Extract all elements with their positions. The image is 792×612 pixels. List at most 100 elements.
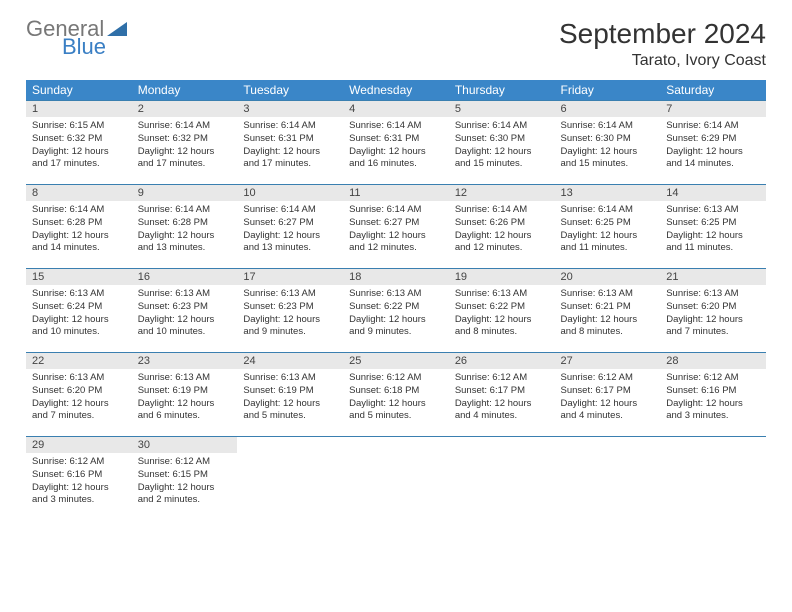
day-details: Sunrise: 6:14 AMSunset: 6:31 PMDaylight:… bbox=[343, 117, 449, 175]
calendar-row: 15Sunrise: 6:13 AMSunset: 6:24 PMDayligh… bbox=[26, 269, 766, 353]
day-cell: 26Sunrise: 6:12 AMSunset: 6:17 PMDayligh… bbox=[449, 353, 555, 437]
day-number: 19 bbox=[449, 269, 555, 285]
title-block: September 2024 Tarato, Ivory Coast bbox=[559, 18, 766, 70]
day-details: Sunrise: 6:13 AMSunset: 6:23 PMDaylight:… bbox=[132, 285, 238, 343]
day-details: Sunrise: 6:14 AMSunset: 6:26 PMDaylight:… bbox=[449, 201, 555, 259]
day-cell: 10Sunrise: 6:14 AMSunset: 6:27 PMDayligh… bbox=[237, 185, 343, 269]
day-cell: 30Sunrise: 6:12 AMSunset: 6:15 PMDayligh… bbox=[132, 437, 238, 521]
day-cell: 14Sunrise: 6:13 AMSunset: 6:25 PMDayligh… bbox=[660, 185, 766, 269]
day-details: Sunrise: 6:12 AMSunset: 6:17 PMDaylight:… bbox=[449, 369, 555, 427]
day-cell: 18Sunrise: 6:13 AMSunset: 6:22 PMDayligh… bbox=[343, 269, 449, 353]
day-number: 10 bbox=[237, 185, 343, 201]
empty-cell bbox=[237, 437, 343, 521]
day-details: Sunrise: 6:14 AMSunset: 6:28 PMDaylight:… bbox=[132, 201, 238, 259]
day-details: Sunrise: 6:13 AMSunset: 6:23 PMDaylight:… bbox=[237, 285, 343, 343]
day-cell: 5Sunrise: 6:14 AMSunset: 6:30 PMDaylight… bbox=[449, 101, 555, 185]
day-cell: 13Sunrise: 6:14 AMSunset: 6:25 PMDayligh… bbox=[555, 185, 661, 269]
weekday-header-row: Sunday Monday Tuesday Wednesday Thursday… bbox=[26, 80, 766, 101]
weekday-header: Sunday bbox=[26, 80, 132, 101]
day-cell: 19Sunrise: 6:13 AMSunset: 6:22 PMDayligh… bbox=[449, 269, 555, 353]
day-cell: 6Sunrise: 6:14 AMSunset: 6:30 PMDaylight… bbox=[555, 101, 661, 185]
day-number: 6 bbox=[555, 101, 661, 117]
day-number: 16 bbox=[132, 269, 238, 285]
day-number: 8 bbox=[26, 185, 132, 201]
empty-cell bbox=[555, 437, 661, 521]
day-number: 25 bbox=[343, 353, 449, 369]
day-number: 4 bbox=[343, 101, 449, 117]
day-cell: 17Sunrise: 6:13 AMSunset: 6:23 PMDayligh… bbox=[237, 269, 343, 353]
day-number: 27 bbox=[555, 353, 661, 369]
day-number: 29 bbox=[26, 437, 132, 453]
day-details: Sunrise: 6:14 AMSunset: 6:25 PMDaylight:… bbox=[555, 201, 661, 259]
day-number: 30 bbox=[132, 437, 238, 453]
day-details: Sunrise: 6:14 AMSunset: 6:27 PMDaylight:… bbox=[237, 201, 343, 259]
day-number: 26 bbox=[449, 353, 555, 369]
day-number: 3 bbox=[237, 101, 343, 117]
calendar-row: 1Sunrise: 6:15 AMSunset: 6:32 PMDaylight… bbox=[26, 101, 766, 185]
day-details: Sunrise: 6:13 AMSunset: 6:19 PMDaylight:… bbox=[132, 369, 238, 427]
day-number: 2 bbox=[132, 101, 238, 117]
day-number: 17 bbox=[237, 269, 343, 285]
day-cell: 11Sunrise: 6:14 AMSunset: 6:27 PMDayligh… bbox=[343, 185, 449, 269]
day-details: Sunrise: 6:12 AMSunset: 6:18 PMDaylight:… bbox=[343, 369, 449, 427]
day-cell: 24Sunrise: 6:13 AMSunset: 6:19 PMDayligh… bbox=[237, 353, 343, 437]
empty-cell bbox=[660, 437, 766, 521]
weekday-header: Friday bbox=[555, 80, 661, 101]
day-number: 18 bbox=[343, 269, 449, 285]
day-cell: 22Sunrise: 6:13 AMSunset: 6:20 PMDayligh… bbox=[26, 353, 132, 437]
day-cell: 2Sunrise: 6:14 AMSunset: 6:32 PMDaylight… bbox=[132, 101, 238, 185]
day-number: 22 bbox=[26, 353, 132, 369]
day-details: Sunrise: 6:15 AMSunset: 6:32 PMDaylight:… bbox=[26, 117, 132, 175]
day-details: Sunrise: 6:13 AMSunset: 6:25 PMDaylight:… bbox=[660, 201, 766, 259]
weekday-header: Wednesday bbox=[343, 80, 449, 101]
day-number: 14 bbox=[660, 185, 766, 201]
weekday-header: Monday bbox=[132, 80, 238, 101]
day-cell: 4Sunrise: 6:14 AMSunset: 6:31 PMDaylight… bbox=[343, 101, 449, 185]
day-number: 9 bbox=[132, 185, 238, 201]
weekday-header: Tuesday bbox=[237, 80, 343, 101]
day-details: Sunrise: 6:14 AMSunset: 6:29 PMDaylight:… bbox=[660, 117, 766, 175]
day-number: 28 bbox=[660, 353, 766, 369]
day-details: Sunrise: 6:12 AMSunset: 6:16 PMDaylight:… bbox=[26, 453, 132, 511]
day-number: 21 bbox=[660, 269, 766, 285]
day-details: Sunrise: 6:13 AMSunset: 6:21 PMDaylight:… bbox=[555, 285, 661, 343]
day-cell: 28Sunrise: 6:12 AMSunset: 6:16 PMDayligh… bbox=[660, 353, 766, 437]
brand-logo: General Blue bbox=[26, 18, 127, 58]
day-number: 23 bbox=[132, 353, 238, 369]
day-details: Sunrise: 6:14 AMSunset: 6:32 PMDaylight:… bbox=[132, 117, 238, 175]
day-cell: 8Sunrise: 6:14 AMSunset: 6:28 PMDaylight… bbox=[26, 185, 132, 269]
day-cell: 3Sunrise: 6:14 AMSunset: 6:31 PMDaylight… bbox=[237, 101, 343, 185]
day-cell: 1Sunrise: 6:15 AMSunset: 6:32 PMDaylight… bbox=[26, 101, 132, 185]
empty-cell bbox=[343, 437, 449, 521]
day-number: 1 bbox=[26, 101, 132, 117]
month-title: September 2024 bbox=[559, 18, 766, 50]
logo-text-blue: Blue bbox=[62, 36, 127, 58]
weekday-header: Thursday bbox=[449, 80, 555, 101]
location-label: Tarato, Ivory Coast bbox=[559, 52, 766, 70]
day-details: Sunrise: 6:13 AMSunset: 6:24 PMDaylight:… bbox=[26, 285, 132, 343]
calendar-row: 22Sunrise: 6:13 AMSunset: 6:20 PMDayligh… bbox=[26, 353, 766, 437]
empty-cell bbox=[449, 437, 555, 521]
day-cell: 23Sunrise: 6:13 AMSunset: 6:19 PMDayligh… bbox=[132, 353, 238, 437]
day-details: Sunrise: 6:13 AMSunset: 6:20 PMDaylight:… bbox=[26, 369, 132, 427]
page-header: General Blue September 2024 Tarato, Ivor… bbox=[26, 18, 766, 70]
day-cell: 9Sunrise: 6:14 AMSunset: 6:28 PMDaylight… bbox=[132, 185, 238, 269]
day-details: Sunrise: 6:13 AMSunset: 6:22 PMDaylight:… bbox=[449, 285, 555, 343]
day-cell: 29Sunrise: 6:12 AMSunset: 6:16 PMDayligh… bbox=[26, 437, 132, 521]
day-details: Sunrise: 6:13 AMSunset: 6:19 PMDaylight:… bbox=[237, 369, 343, 427]
day-cell: 16Sunrise: 6:13 AMSunset: 6:23 PMDayligh… bbox=[132, 269, 238, 353]
day-number: 15 bbox=[26, 269, 132, 285]
day-cell: 27Sunrise: 6:12 AMSunset: 6:17 PMDayligh… bbox=[555, 353, 661, 437]
day-number: 20 bbox=[555, 269, 661, 285]
day-details: Sunrise: 6:13 AMSunset: 6:22 PMDaylight:… bbox=[343, 285, 449, 343]
day-cell: 12Sunrise: 6:14 AMSunset: 6:26 PMDayligh… bbox=[449, 185, 555, 269]
day-number: 5 bbox=[449, 101, 555, 117]
logo-triangle-icon bbox=[107, 22, 127, 36]
day-number: 12 bbox=[449, 185, 555, 201]
calendar-row: 29Sunrise: 6:12 AMSunset: 6:16 PMDayligh… bbox=[26, 437, 766, 521]
day-cell: 25Sunrise: 6:12 AMSunset: 6:18 PMDayligh… bbox=[343, 353, 449, 437]
day-details: Sunrise: 6:14 AMSunset: 6:28 PMDaylight:… bbox=[26, 201, 132, 259]
day-number: 13 bbox=[555, 185, 661, 201]
day-number: 11 bbox=[343, 185, 449, 201]
day-details: Sunrise: 6:12 AMSunset: 6:15 PMDaylight:… bbox=[132, 453, 238, 511]
